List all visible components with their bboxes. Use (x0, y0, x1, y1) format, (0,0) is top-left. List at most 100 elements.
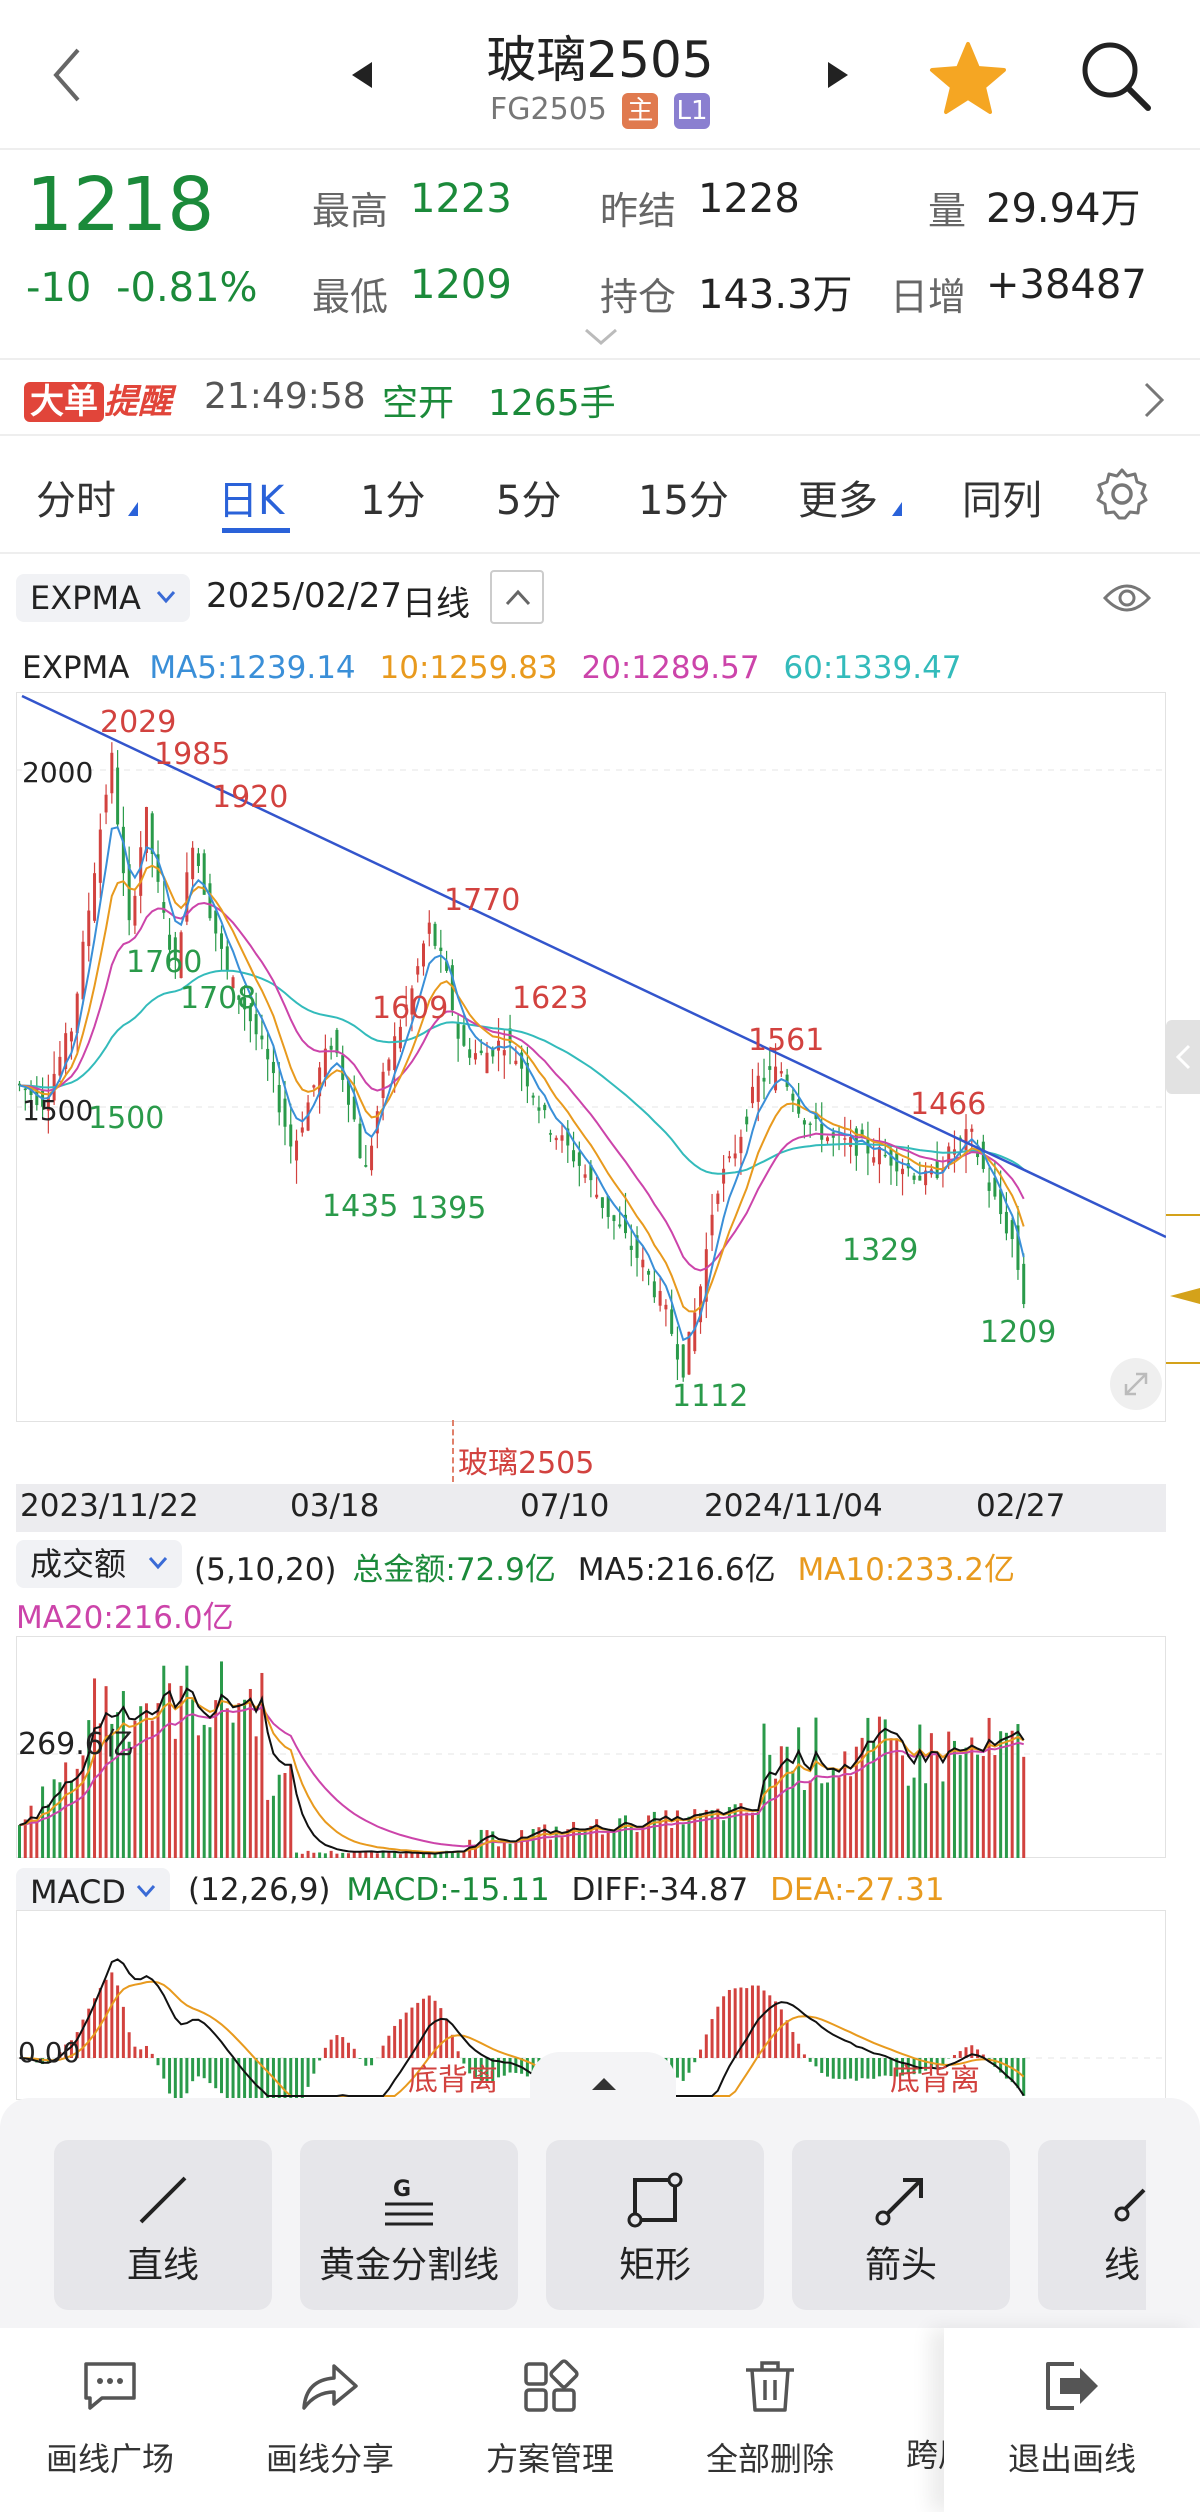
macd-bar (433, 2000, 437, 2058)
macd-bar (323, 2047, 327, 2058)
amount-chart[interactable]: 269.6亿 (16, 1636, 1166, 1858)
candle-body (543, 1104, 547, 1111)
delete-all-button[interactable]: 全部删除 (670, 2358, 870, 2480)
macd-bar (81, 2019, 85, 2058)
low-label: 最低 (312, 275, 389, 319)
tab-intraday[interactable]: 分时 (36, 478, 116, 524)
y-axis-label-2000: 2000 (22, 756, 93, 789)
big-order-alert[interactable]: 大单 提醒 21:49:58 空开 1265手 (0, 362, 1200, 434)
macd-bar (456, 2051, 460, 2058)
tool-golden-ratio[interactable]: G 黄金分割线 (300, 2140, 518, 2310)
chevron-right-icon[interactable] (1142, 380, 1166, 420)
macd-bar (687, 2058, 691, 2073)
amount-bar (46, 1804, 50, 1858)
amount-bar (981, 1755, 985, 1858)
chevron-down-icon (136, 1885, 156, 1898)
amount-ma10-line (19, 1696, 1025, 1854)
macd-bar (133, 2046, 137, 2058)
open-interest-label: 持仓 (600, 275, 677, 319)
exit-drawing-button[interactable]: 退出画线 (944, 2328, 1200, 2512)
amount-bar (837, 1777, 841, 1858)
tab-more[interactable]: 更多 (798, 478, 878, 524)
tab-5min[interactable]: 5分 (496, 478, 562, 524)
candle-body (225, 946, 229, 972)
prev-contract-icon[interactable] (350, 60, 374, 90)
candle-body (710, 1214, 714, 1236)
tool-arrow[interactable]: 箭头 (792, 2140, 1010, 2310)
drawing-plaza-button[interactable]: 画线广场 (10, 2358, 210, 2480)
collapse-button[interactable] (490, 570, 544, 624)
amount-y-label: 269.6亿 (18, 1727, 134, 1762)
peak-label: 1561 (748, 1023, 824, 1058)
macd-selector[interactable]: MACD (16, 1868, 170, 1916)
x-tick: 02/27 (976, 1488, 1066, 1524)
drawing-share-button[interactable]: 画线分享 (230, 2358, 430, 2480)
tool-rectangle[interactable]: 矩形 (546, 2140, 764, 2310)
candle-body (999, 1189, 1003, 1215)
amount-bar (658, 1820, 662, 1858)
candle-body (687, 1331, 691, 1375)
macd-bar (699, 2049, 703, 2058)
amount-bar (699, 1813, 703, 1858)
candle-body (889, 1148, 893, 1166)
indicator-selector[interactable]: EXPMA (16, 574, 190, 622)
macd-bar (225, 2058, 229, 2098)
macd-bar (393, 2025, 397, 2058)
candle-body (381, 1071, 385, 1099)
macd-bar (491, 2058, 495, 2082)
candle-body (768, 1066, 772, 1070)
candle-body (81, 941, 85, 1000)
macd-bar (462, 2058, 466, 2064)
tab-same-series[interactable]: 同列 (962, 478, 1042, 524)
tab-15min[interactable]: 15分 (638, 478, 729, 524)
alert-badge: 大单 提醒 (24, 374, 172, 423)
macd-bar (924, 2058, 928, 2071)
search-icon[interactable] (1078, 38, 1152, 112)
amount-bar (358, 1852, 362, 1858)
candle-body (993, 1177, 997, 1197)
trough-label: 1112 (672, 1379, 748, 1414)
caret-up-icon (592, 2078, 616, 2090)
macd-bar (110, 1972, 114, 2058)
candle-body (670, 1309, 674, 1334)
kline-chart[interactable]: 2000 1500 2029 1985 1920 1770 1609 1623 … (16, 692, 1166, 1422)
candle-body (364, 1165, 368, 1167)
amount-bar (820, 1783, 824, 1858)
amount-bar (52, 1779, 56, 1858)
amount-bar (675, 1810, 679, 1858)
amount-bar (497, 1846, 501, 1858)
tool-straight-line[interactable]: 直线 (54, 2140, 272, 2310)
eye-icon[interactable] (1102, 578, 1152, 618)
amount-selector[interactable]: 成交额 (16, 1540, 182, 1588)
amount-bar (918, 1724, 922, 1858)
trend-line[interactable] (21, 694, 1166, 1239)
scheme-management-button[interactable]: 方案管理 (450, 2358, 650, 2480)
amount-bar (23, 1819, 27, 1858)
settings-gear-icon[interactable] (1094, 466, 1150, 522)
contract-start-marker (452, 1420, 454, 1482)
next-contract-icon[interactable] (826, 60, 850, 90)
amount-legend: (5,10,20) 总金额:72.9亿 MA5:216.6亿 MA10:233.… (194, 1552, 1016, 1588)
back-icon[interactable] (48, 45, 88, 105)
amount-bar (248, 1688, 252, 1858)
favorite-star-icon[interactable] (928, 40, 1008, 116)
tab-1min[interactable]: 1分 (360, 478, 426, 524)
expand-chevron-icon[interactable] (584, 328, 618, 346)
macd-bar (814, 2058, 818, 2067)
x-tick: 03/18 (290, 1488, 380, 1524)
amount-bar (791, 1770, 795, 1858)
amount-bar (139, 1706, 143, 1858)
price-marker (1166, 1362, 1200, 1364)
tool-polyline[interactable]: 线 (1038, 2140, 1146, 2310)
x-tick: 2023/11/22 (20, 1488, 199, 1524)
candle-body (208, 883, 212, 919)
candle-body (283, 1098, 287, 1127)
tab-daily-k[interactable]: 日K (218, 478, 285, 524)
macd-bar (416, 2002, 420, 2058)
amount-bar (554, 1826, 558, 1858)
macd-bar (289, 2058, 293, 2098)
side-drawer-handle[interactable] (1166, 1020, 1200, 1094)
amount-bar (116, 1712, 120, 1858)
trough-label: 1708 (180, 981, 256, 1016)
